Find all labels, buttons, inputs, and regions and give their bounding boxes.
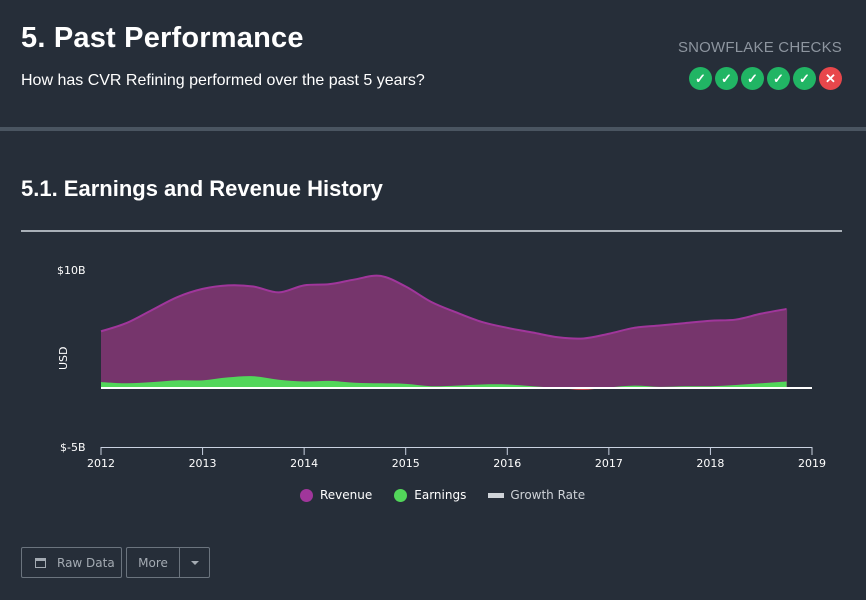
page-subtitle: How has CVR Refining performed over the … [21, 72, 425, 89]
check-glyph: ✓ [721, 70, 732, 86]
earnings-area [101, 376, 787, 388]
check-glyph: ✓ [747, 70, 758, 86]
header-divider [0, 127, 866, 131]
check-glyph: ✓ [695, 70, 706, 86]
section-divider [21, 230, 842, 232]
earnings-dot-icon [394, 488, 408, 502]
x-tick-label: 2016 [493, 457, 521, 470]
x-tick-label: 2018 [696, 457, 724, 470]
archive-icon [35, 557, 46, 568]
more-button[interactable]: More [126, 547, 210, 578]
raw-data-button[interactable]: Raw Data [21, 547, 122, 578]
chart-legend: Revenue Earnings Growth Rate [300, 488, 607, 502]
legend-growth-rate[interactable]: Growth Rate [488, 488, 585, 502]
check-icon: ✓ [767, 67, 790, 90]
more-dropdown-toggle[interactable] [180, 560, 209, 565]
x-tick-label: 2013 [189, 457, 217, 470]
y-tick-label: $10B [57, 264, 86, 277]
cross-glyph: ✕ [825, 70, 836, 86]
legend-earnings[interactable]: Earnings [394, 488, 466, 502]
check-glyph: ✓ [773, 70, 784, 86]
snowflake-checks: ✓ ✓ ✓ ✓ ✓ ✕ [689, 67, 842, 90]
legend-label: Revenue [320, 488, 373, 502]
check-glyph: ✓ [799, 70, 810, 86]
earnings-revenue-chart: $10B $-5B USD 2012 2013 2014 2015 2016 2017 20… [57, 264, 826, 470]
check-icon: ✓ [741, 67, 764, 90]
x-tick-label: 2017 [595, 457, 623, 470]
raw-data-label: Raw Data [57, 555, 115, 570]
y-axis-label: USD [57, 346, 70, 370]
y-tick-label: $-5B [60, 441, 86, 454]
snowflake-checks-label: SNOWFLAKE CHECKS [677, 39, 842, 56]
x-tick-label: 2015 [392, 457, 420, 470]
chevron-down-icon [190, 560, 199, 565]
check-icon: ✓ [715, 67, 738, 90]
more-label: More [127, 548, 180, 577]
revenue-line [100, 274, 787, 340]
x-tick-label: 2012 [87, 457, 115, 470]
legend-revenue[interactable]: Revenue [300, 488, 372, 502]
legend-label: Growth Rate [510, 488, 586, 502]
growth-rate-bar-icon [488, 492, 505, 498]
x-tick-label: 2019 [798, 457, 826, 470]
revenue-area [101, 275, 787, 388]
revenue-dot-icon [300, 488, 313, 502]
cross-icon: ✕ [819, 67, 842, 90]
check-icon: ✓ [689, 67, 712, 90]
legend-label: Earnings [414, 488, 467, 502]
x-tick-label: 2014 [290, 457, 318, 470]
page-title: 5. Past Performance [21, 22, 304, 54]
section-title: 5.1. Earnings and Revenue History [21, 176, 383, 201]
check-icon: ✓ [793, 67, 816, 90]
